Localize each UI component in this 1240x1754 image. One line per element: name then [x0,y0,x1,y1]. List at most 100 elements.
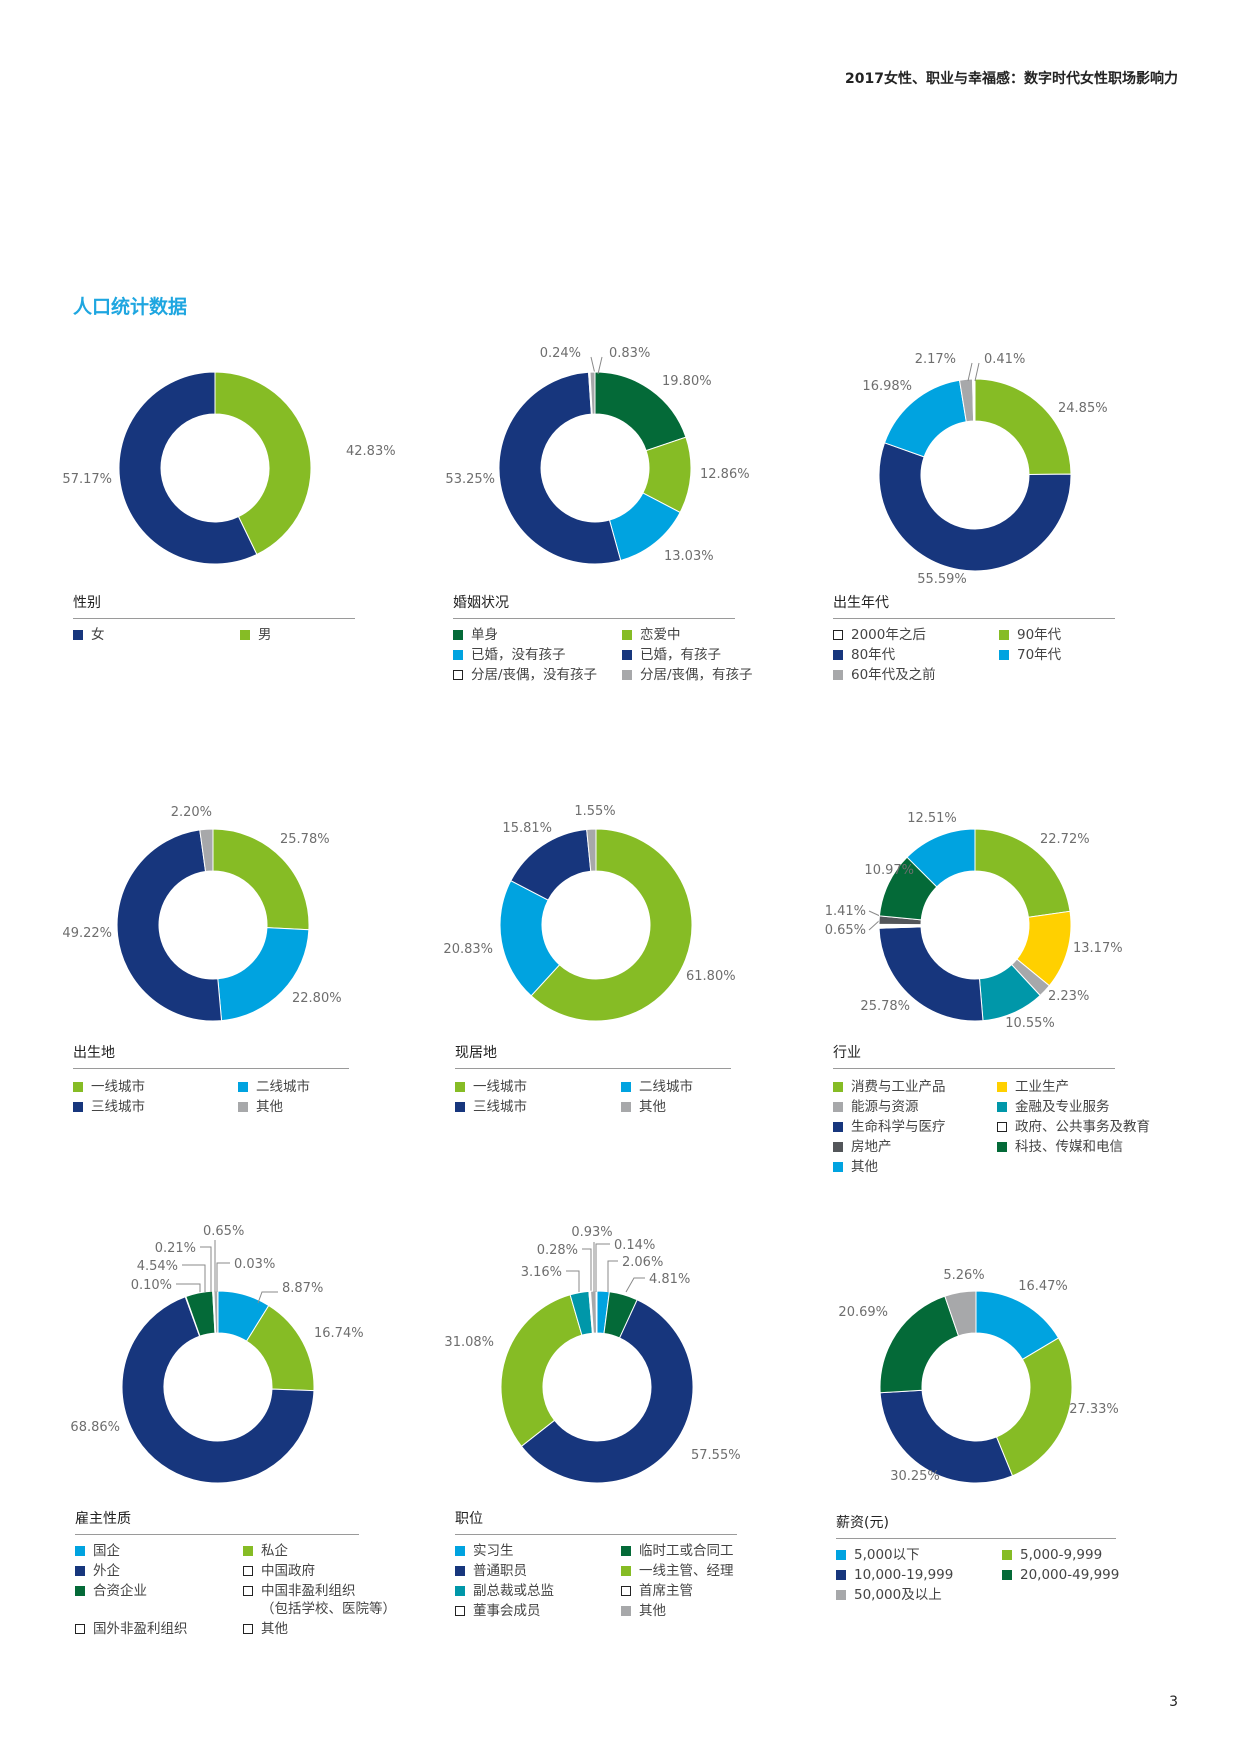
legend-swatch [243,1586,253,1596]
slice-3-4 [958,378,975,423]
slice-1-2 [118,371,258,565]
legend-item: 临时工或合同工 [621,1542,734,1560]
value-label-7-5: 4.54% [137,1259,178,1274]
legend-swatch [997,1082,1007,1092]
slice-6-6 [878,923,922,929]
slice-2-6 [589,371,596,415]
legend-label: 三线城市 [473,1099,527,1115]
legend-swatch [453,650,463,660]
legend-item: 70年代 [999,646,1061,664]
slice-9-2 [995,1337,1073,1477]
legend-label: 5,000-9,999 [1020,1547,1103,1563]
legend-item: 国企 [75,1542,120,1560]
legend-label: 其他 [261,1621,288,1637]
legend-swatch [621,1546,631,1556]
legend-swatch [238,1082,248,1092]
slice-6-4 [978,963,1041,1022]
legend-swatch [240,630,250,640]
slice-2-1 [594,371,687,452]
legend-swatch [1002,1570,1012,1580]
legend-swatch [622,630,632,640]
legend-swatch [453,670,463,680]
slice-4-1 [212,828,310,931]
value-label-2-6: 0.83% [609,346,650,361]
legend-swatch [836,1590,846,1600]
legend-item: 三线城市 [73,1098,145,1116]
legend-item: 女 [73,626,105,644]
leader-line-3-5 [974,362,980,382]
value-label-4-1: 25.78% [280,832,330,847]
leader-line-7-5 [182,1264,206,1292]
value-label-8-5: 3.16% [521,1265,562,1280]
value-label-6-1: 22.72% [1040,832,1090,847]
legend-item: 政府、公共事务及教育 [997,1118,1150,1136]
slice-8-6 [588,1290,594,1334]
slice-7-1 [217,1290,270,1342]
value-label-6-4: 10.55% [1005,1016,1055,1031]
legend-swatch [453,630,463,640]
slice-8-4 [500,1294,583,1447]
slice-2-5 [588,371,593,415]
legend-item: 10,000-19,999 [836,1566,953,1584]
section-title: 人口统计数据 [73,296,188,318]
legend-item: 其他 [621,1602,666,1620]
legend-item: 首席主管 [621,1582,693,1600]
legend-item: 已婚，有孩子 [622,646,721,664]
legend-label: 消费与工业产品 [851,1079,946,1095]
value-label-2-5: 0.24% [540,346,581,361]
legend-swatch [73,1082,83,1092]
slice-6-8 [878,856,938,921]
legend-swatch [75,1546,85,1556]
legend-item: 普通职员 [455,1562,527,1580]
legend-item: 分居/丧偶，没有孩子 [453,666,597,684]
legend-swatch [836,1570,846,1580]
leader-line-6-6 [868,919,881,931]
value-label-1-2: 57.17% [62,472,112,487]
slice-8-8 [595,1290,598,1334]
legend-item: 一线城市 [455,1078,527,1096]
legend-label: 金融及专业服务 [1015,1099,1110,1115]
legend-swatch [621,1102,631,1112]
legend-item: 其他 [833,1158,878,1176]
legend-item: 消费与工业产品 [833,1078,946,1096]
value-label-9-3: 30.25% [890,1469,940,1484]
legend-item: 合资企业 [75,1582,147,1600]
slice-9-1 [975,1290,1060,1361]
value-label-4-2: 22.80% [292,991,342,1006]
legend-swatch [833,630,843,640]
legend-label: 外企 [93,1563,120,1579]
chart-title-2: 婚姻状况 [453,592,735,619]
slice-8-2 [603,1291,638,1339]
legend-swatch [997,1142,1007,1152]
slice-2-3 [608,492,681,562]
legend-swatch [833,670,843,680]
legend-item: 房地产 [833,1138,892,1156]
value-label-8-4: 31.08% [444,1335,494,1350]
value-label-7-4: 0.10% [131,1278,172,1293]
legend-swatch [455,1102,465,1112]
legend-label: 临时工或合同工 [639,1543,734,1559]
legend-swatch [238,1102,248,1112]
legend-label: 副总裁或总监 [473,1583,554,1599]
legend-swatch [836,1550,846,1560]
legend-swatch [73,630,83,640]
leader-line-3-4 [967,362,973,382]
legend-item: 男 [240,626,272,644]
legend-item: 分居/丧偶，有孩子 [622,666,753,684]
legend-item: 实习生 [455,1542,514,1560]
value-label-3-1: 24.85% [1058,401,1108,416]
legend-label: 生命科学与医疗 [851,1119,946,1135]
legend-swatch [621,1566,631,1576]
leader-line-7-6 [200,1246,212,1292]
slice-4-2 [217,927,310,1022]
legend-item: 2000年之后 [833,626,926,644]
legend-swatch [455,1082,465,1092]
legend-item: 二线城市 [621,1078,693,1096]
value-label-6-6: 0.65% [825,923,866,938]
legend-swatch [621,1586,631,1596]
leader-line-8-6 [582,1248,592,1292]
